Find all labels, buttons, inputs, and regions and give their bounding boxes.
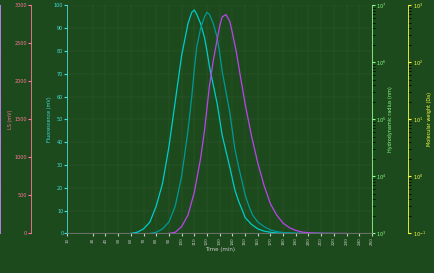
X-axis label: Time (min): Time (min) — [204, 247, 234, 252]
Y-axis label: Molecular weight (Da): Molecular weight (Da) — [426, 93, 431, 146]
Y-axis label: Fluorescence (mV): Fluorescence (mV) — [47, 97, 53, 142]
Y-axis label: Hydrodynamic radius (nm): Hydrodynamic radius (nm) — [387, 87, 392, 152]
Y-axis label: LS (mV): LS (mV) — [8, 110, 13, 129]
